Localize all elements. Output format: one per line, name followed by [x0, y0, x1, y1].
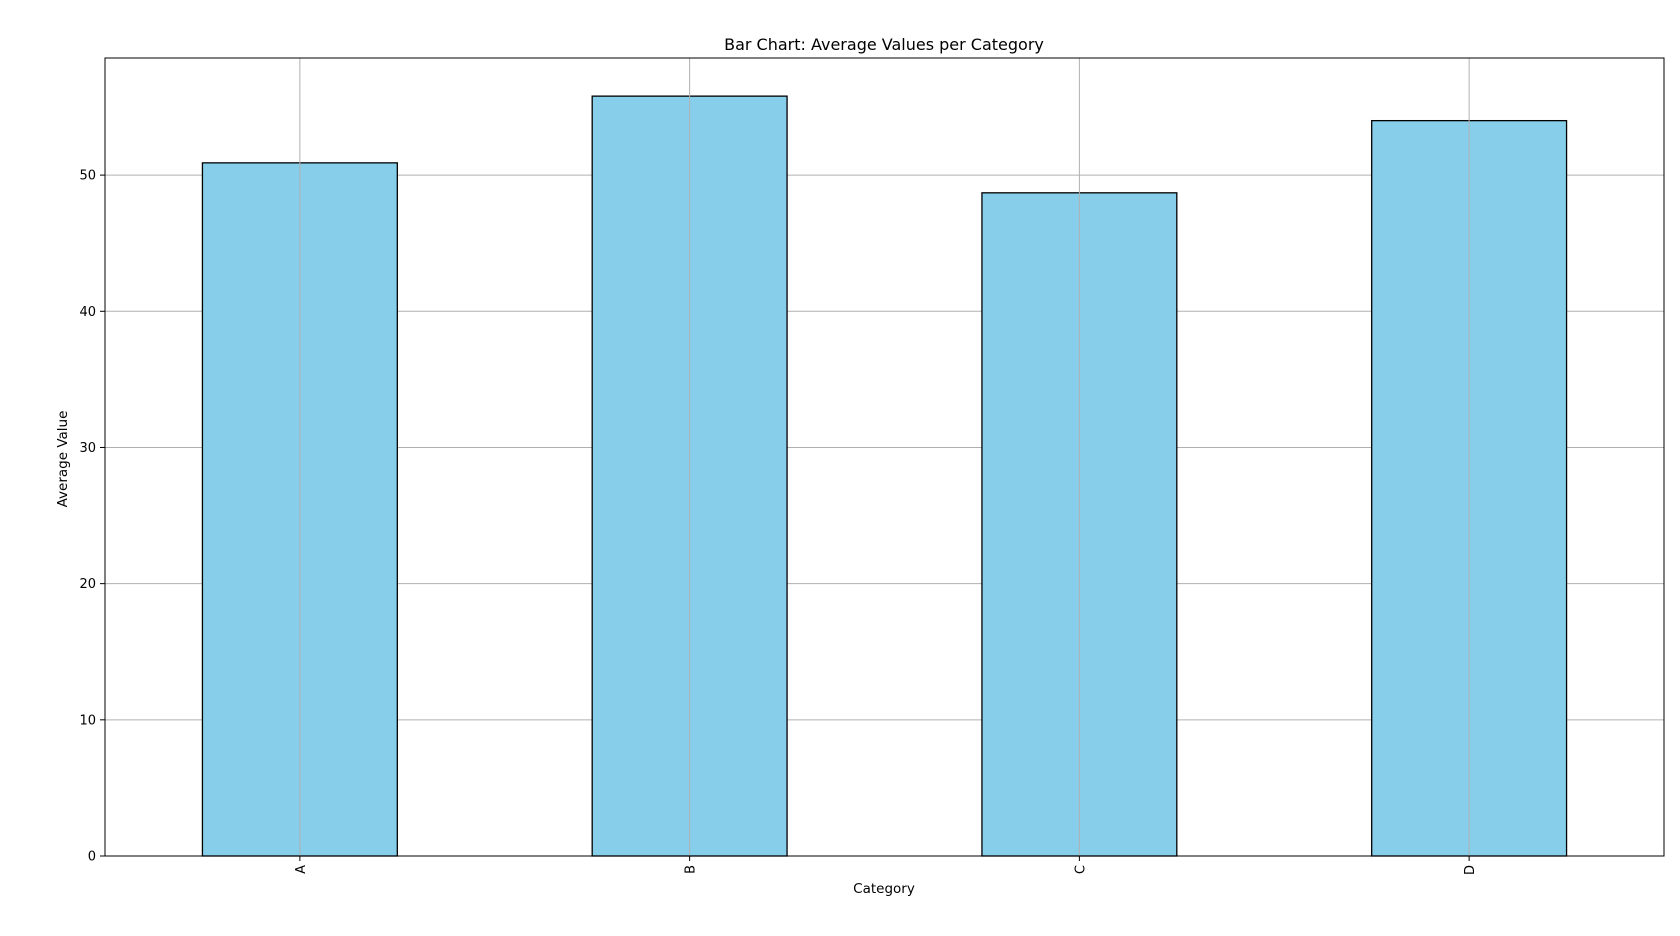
y-tick-label: 20 — [79, 577, 96, 592]
plot-frame — [104, 57, 1665, 857]
x-tick-label: B — [684, 865, 699, 874]
chart-title: Bar Chart: Average Values per Category — [724, 35, 1044, 54]
y-tick-label: 0 — [88, 850, 96, 865]
y-tick-label: 50 — [79, 169, 96, 184]
y-tick-label: 30 — [79, 441, 96, 456]
x-tick-label: D — [1463, 865, 1478, 875]
x-axis-label: Category — [853, 881, 915, 897]
bars — [201, 95, 1568, 857]
y-axis-label: Average Value — [55, 411, 71, 508]
y-tick-label: 40 — [79, 305, 96, 320]
x-axis-ticks: A B C D — [294, 856, 1478, 875]
x-tick-label: C — [1073, 865, 1088, 874]
y-tick-label: 10 — [79, 713, 96, 728]
x-tick-label: A — [294, 865, 309, 874]
vertical-grid-lines — [299, 58, 1470, 856]
y-axis-ticks: 0 10 20 30 40 50 — [79, 169, 105, 865]
